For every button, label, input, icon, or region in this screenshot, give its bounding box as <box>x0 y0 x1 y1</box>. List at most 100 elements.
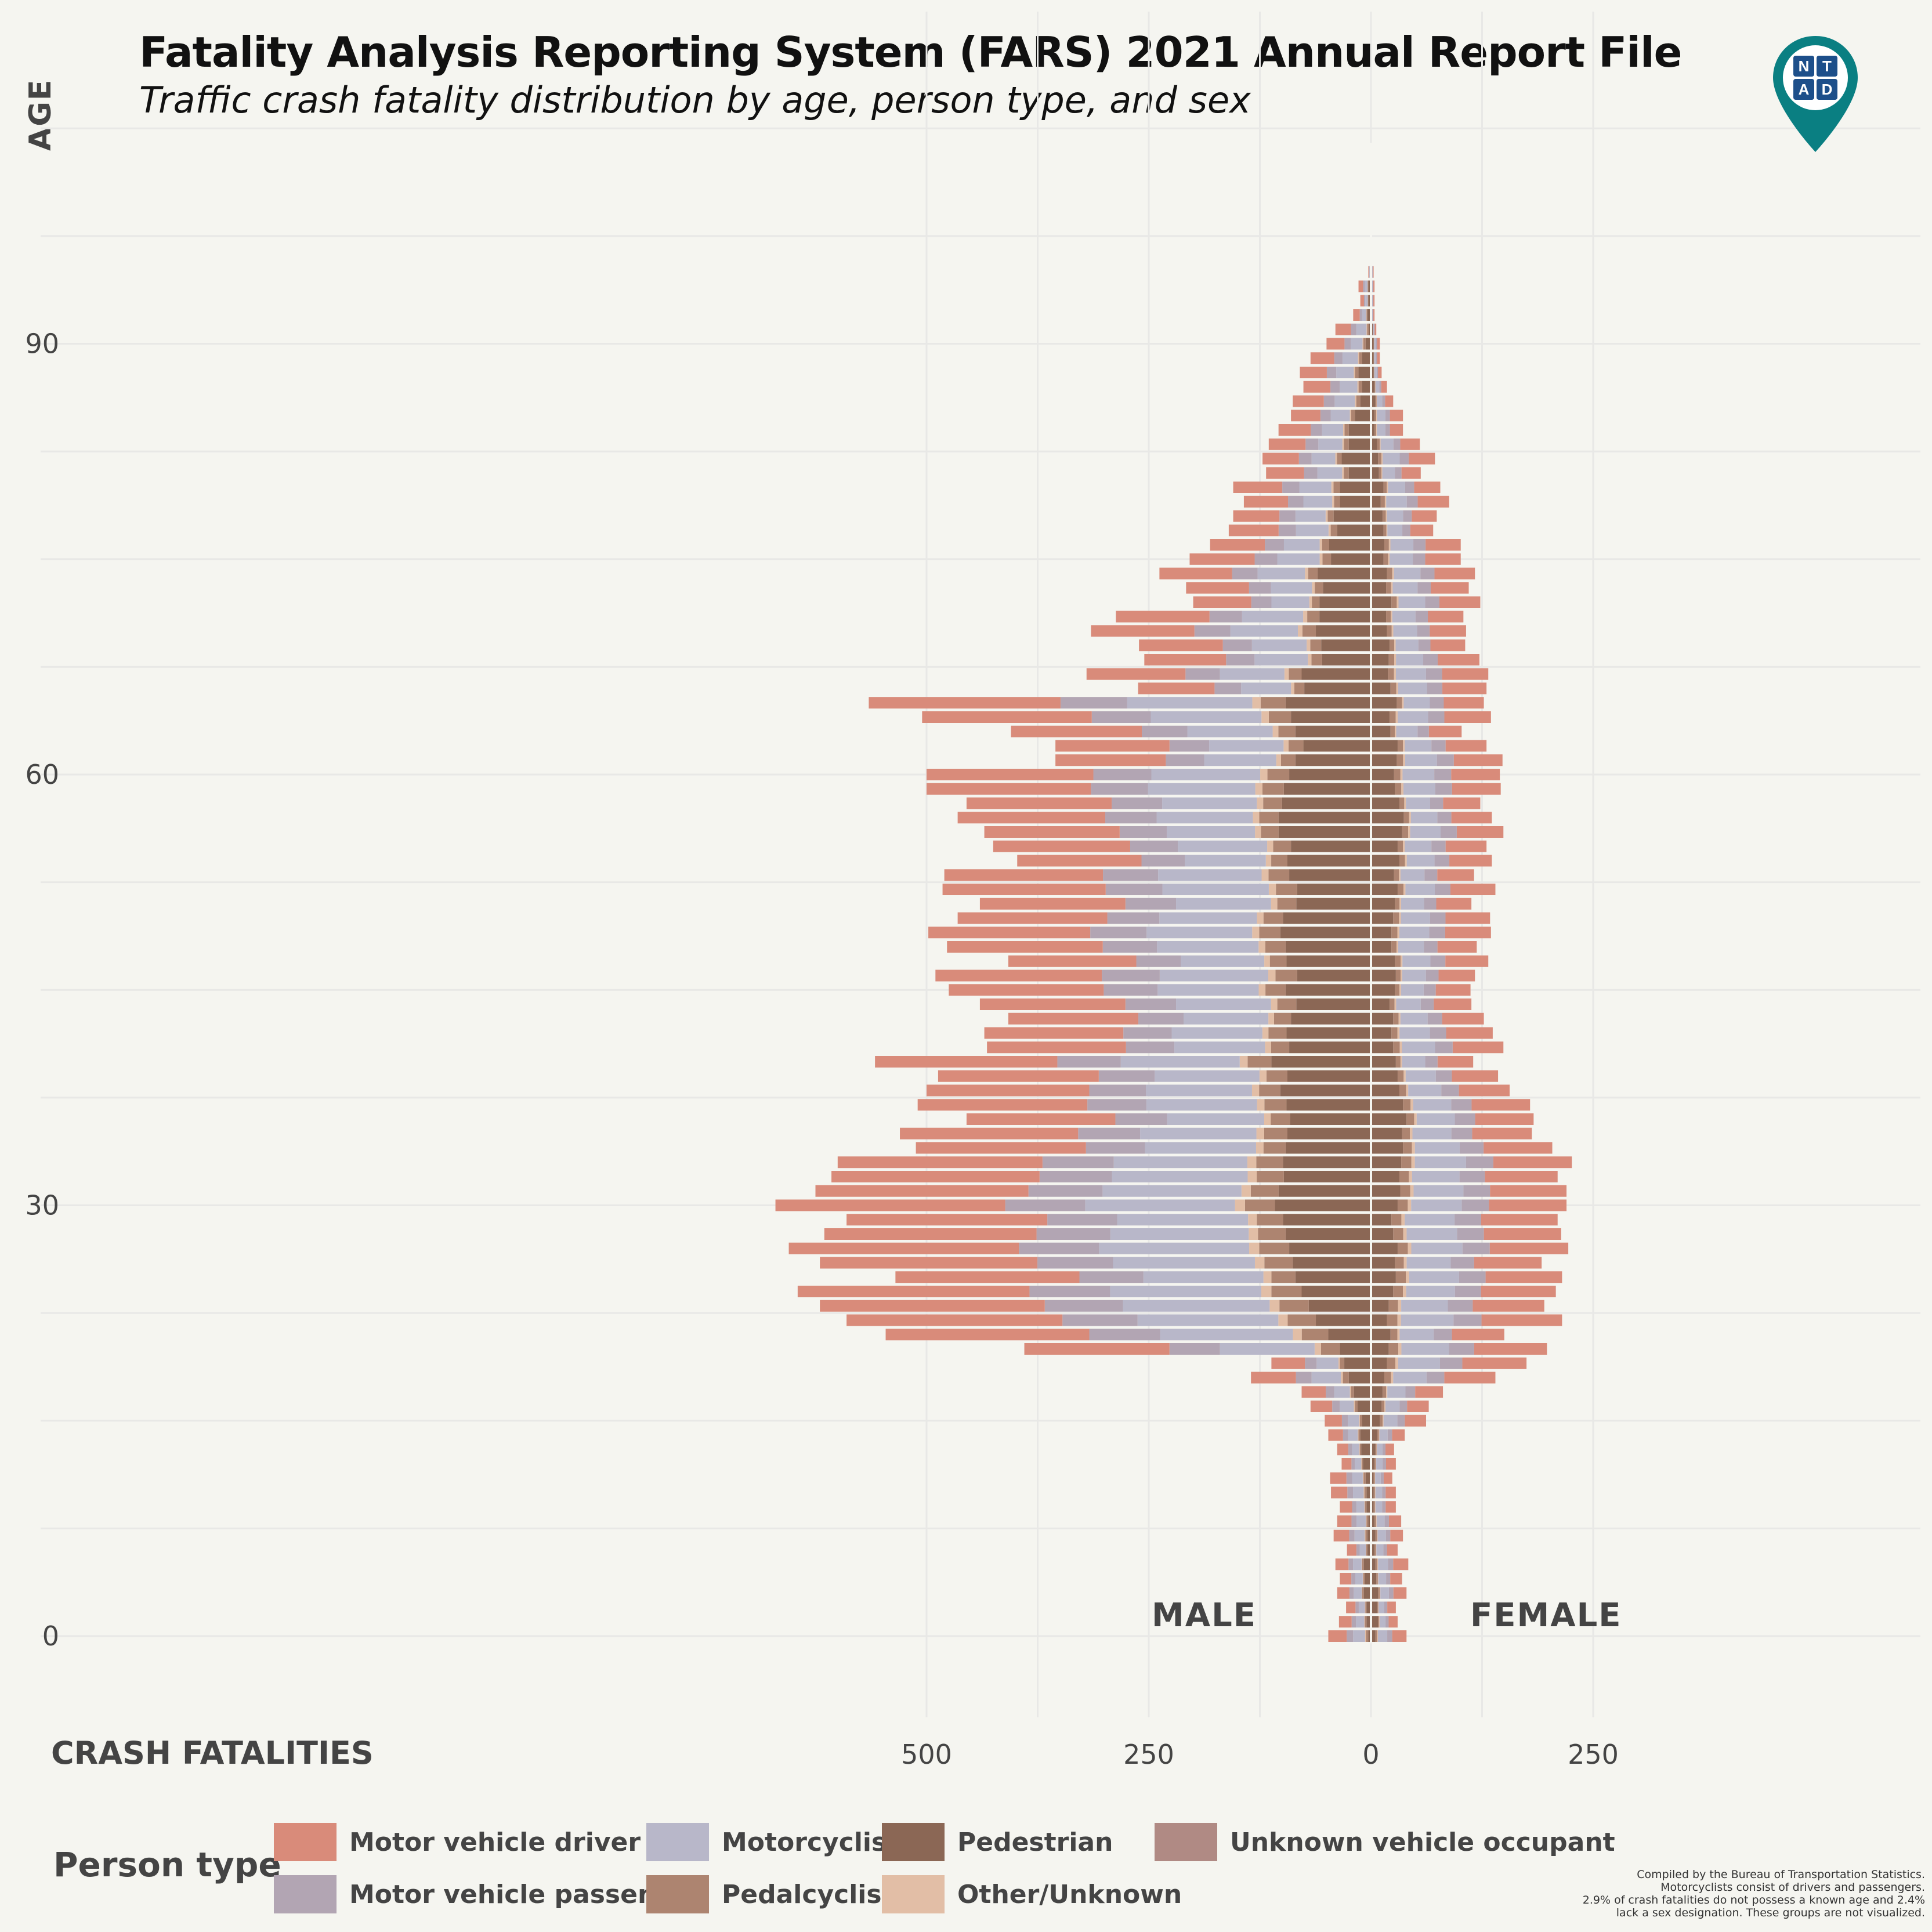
bar-male-pedestrian <box>1319 596 1371 608</box>
bars <box>775 143 1572 1644</box>
bar-male-pedestrian <box>1348 438 1371 450</box>
bar-male-pedalcyclist <box>1273 840 1291 852</box>
bar-female-motorcyclist <box>1382 467 1395 479</box>
bar-male-pedestrian <box>1287 855 1371 867</box>
bar-female-pedalcyclist <box>1401 1156 1412 1168</box>
bar-male-pedestrian <box>1367 309 1371 321</box>
bar-female-pedestrian <box>1371 639 1390 652</box>
bar-male-motor-vehicle-driver <box>947 941 1103 953</box>
bar-male-motor-vehicle-passenger <box>1278 524 1296 537</box>
bar-female-motor-vehicle-passenger <box>1405 482 1414 493</box>
bar-male-pedalcyclist <box>1311 654 1322 665</box>
bar-female-motorcyclist <box>1414 1156 1466 1168</box>
bar-female-motor-vehicle-driver <box>1445 955 1489 967</box>
bar-male-motorcyclist <box>1257 567 1305 580</box>
bar-female-pedalcyclist <box>1391 1027 1398 1039</box>
bar-male-motor-vehicle-driver <box>869 697 1061 709</box>
bar-male-motor-vehicle-driver <box>935 969 1102 982</box>
bar-female-pedestrian <box>1371 1142 1403 1154</box>
bar-female-motor-vehicle-passenger <box>1453 1314 1482 1326</box>
bar-female-pedestrian <box>1371 1314 1387 1326</box>
bar-female-motor-vehicle-driver <box>1385 1443 1394 1456</box>
bar-male-pedalcyclist <box>1263 1142 1286 1154</box>
bar-male-motor-vehicle-passenger <box>1348 1558 1354 1571</box>
bar-male-other-unknown <box>1342 467 1344 479</box>
y-tick-label: 90 <box>25 328 59 360</box>
bar-male-pedestrian <box>1283 1214 1371 1226</box>
bar-female-pedalcyclist <box>1397 1199 1408 1211</box>
bar-female-other-unknown <box>1399 1041 1402 1054</box>
bar-female-pedalcyclist <box>1397 840 1403 852</box>
bar-female-motor-vehicle-driver <box>1434 567 1475 580</box>
bar-male-pedestrian <box>1297 884 1371 895</box>
bar-male-pedestrian <box>1366 1601 1371 1613</box>
bar-female-motor-vehicle-driver <box>1452 1041 1504 1054</box>
bar-male-motorcyclist <box>1353 1630 1365 1642</box>
bar-female-pedalcyclist <box>1396 697 1402 709</box>
bar-female-pedalcyclist <box>1383 553 1388 565</box>
bar-male-pedalcyclist <box>1280 754 1296 766</box>
bar-male-motorcyclist <box>1160 1329 1293 1341</box>
bar-male-motor-vehicle-driver <box>846 1314 1063 1326</box>
bar-male-motorcyclist <box>1137 1314 1279 1326</box>
bar-female-motor-vehicle-passenger <box>1395 467 1402 479</box>
bar-male-pedalcyclist <box>1340 1357 1345 1369</box>
bar-male-other-unknown <box>1247 1156 1257 1168</box>
bar-female-motorcyclist <box>1372 309 1373 321</box>
bar-male-motor-vehicle-driver <box>916 1142 1086 1154</box>
bar-female-motor-vehicle-driver <box>1450 884 1496 895</box>
bar-female-motor-vehicle-driver <box>1437 1056 1474 1068</box>
bar-female-motor-vehicle-driver <box>1445 927 1491 939</box>
bar-male-motorcyclist <box>1365 280 1368 292</box>
bar-male-other-unknown <box>1247 1171 1257 1182</box>
bar-male-pedalcyclist <box>1344 467 1349 479</box>
bar-male-motor-vehicle-passenger <box>1039 1171 1112 1182</box>
bar-male-motor-vehicle-passenger <box>1347 1630 1354 1642</box>
bar-female-motor-vehicle-passenger <box>1441 1084 1459 1097</box>
bar-female-other-unknown <box>1397 1329 1400 1341</box>
bar-male-pedestrian <box>1286 1099 1371 1111</box>
bar-male-pedalcyclist <box>1343 1372 1349 1384</box>
bar-female-pedalcyclist <box>1388 1343 1399 1355</box>
bar-female-other-unknown <box>1397 1314 1401 1326</box>
bar-male-pedestrian <box>1286 955 1371 967</box>
bar-male-motorcyclist <box>1162 884 1269 895</box>
bar-male-motorcyclist <box>1334 395 1355 407</box>
bar-male-motor-vehicle-driver <box>1353 309 1360 321</box>
bar-female-motor-vehicle-driver <box>1485 1171 1558 1182</box>
bar-male-motor-vehicle-driver <box>1055 754 1166 766</box>
bar-male-pedestrian <box>1328 1329 1371 1341</box>
bar-male-pedalcyclist <box>1262 783 1284 795</box>
bar-female-pedalcyclist <box>1391 941 1397 953</box>
bar-male-pedestrian <box>1304 682 1371 694</box>
bar-male-pedalcyclist <box>1355 367 1359 378</box>
bar-male-pedalcyclist <box>1264 1099 1287 1111</box>
bar-male-pedalcyclist <box>1358 1429 1361 1441</box>
bar-male-motor-vehicle-driver <box>1228 524 1279 537</box>
bar-female-motor-vehicle-passenger <box>1418 639 1431 652</box>
y-tick-label: 0 <box>42 1620 59 1652</box>
bar-male-motor-vehicle-driver <box>1310 352 1334 364</box>
bar-female-other-unknown <box>1401 969 1402 982</box>
bar-female-motor-vehicle-passenger <box>1376 367 1379 378</box>
bar-male-pedalcyclist <box>1362 1587 1364 1599</box>
bar-male-motor-vehicle-passenger <box>1125 998 1177 1010</box>
svg-text:D: D <box>1822 81 1833 98</box>
bar-female-other-unknown <box>1377 1573 1379 1584</box>
bar-male-pedalcyclist <box>1266 1070 1287 1082</box>
bar-female-pedestrian <box>1371 438 1377 450</box>
x-tick-label: 250 <box>1568 1739 1619 1770</box>
bar-female-motor-vehicle-driver <box>1471 1099 1531 1111</box>
bar-female-motor-vehicle-passenger <box>1451 1099 1472 1111</box>
bar-male-motor-vehicle-passenger <box>1090 927 1147 939</box>
bar-male-motor-vehicle-passenger <box>1209 610 1242 623</box>
bar-male-pedalcyclist <box>1259 812 1279 824</box>
bar-female-motorcyclist <box>1377 424 1385 436</box>
bar-male-other-unknown <box>1252 697 1261 709</box>
bar-male-motorcyclist <box>1187 725 1273 737</box>
bar-female-motor-vehicle-passenger <box>1431 840 1446 852</box>
bar-female-other-unknown <box>1377 1529 1378 1542</box>
bar-female-motorcyclist <box>1402 1056 1426 1068</box>
bar-male-pedestrian <box>1290 1113 1371 1125</box>
bar-female-motorcyclist <box>1396 654 1424 665</box>
